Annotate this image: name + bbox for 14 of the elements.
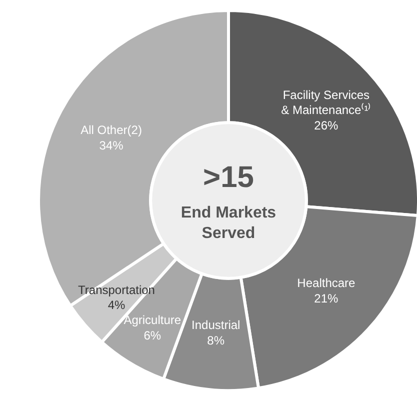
text: >15 <box>203 161 254 194</box>
data-label: 34% <box>99 138 124 152</box>
slice-label: Industrial <box>192 318 240 332</box>
text: End Markets Served <box>180 204 276 242</box>
data-label: 8% <box>207 334 225 348</box>
data-label: 4% <box>108 298 126 312</box>
slice-label: Facility Services & Maintenance⁽¹⁾ <box>281 88 372 118</box>
slice-label: Agriculture <box>124 312 182 327</box>
slice-label: Transportation <box>78 282 155 297</box>
data-label: 26% <box>314 118 339 133</box>
data-label: 21% <box>314 291 339 306</box>
slice-label: All Other(2) <box>80 122 142 137</box>
slice-label: Healthcare <box>297 276 356 290</box>
data-label: 6% <box>144 328 162 342</box>
